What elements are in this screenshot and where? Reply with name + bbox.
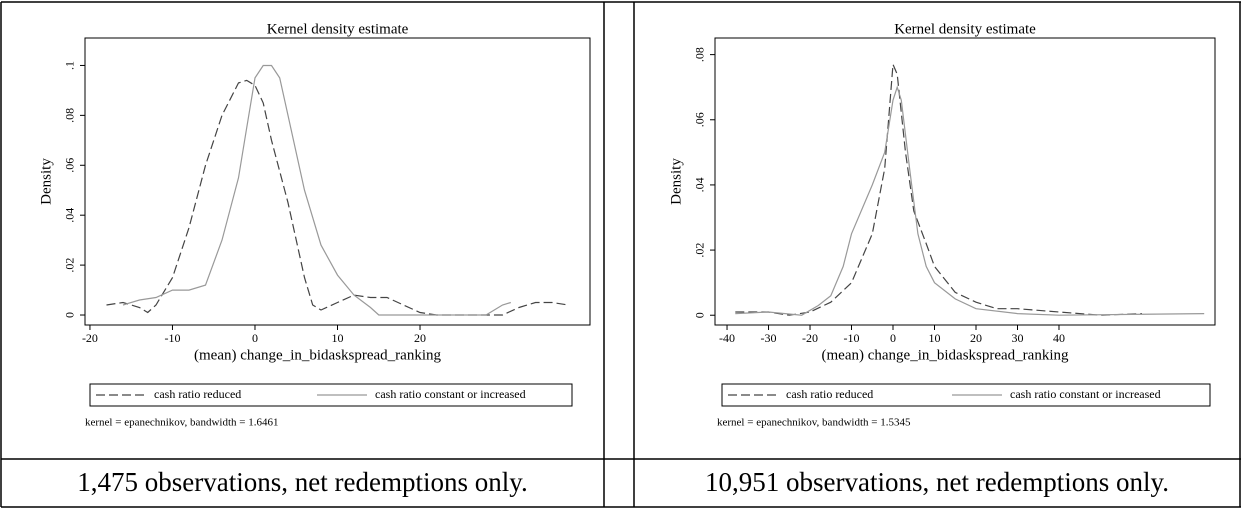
y-tick-label: .06: [63, 158, 77, 173]
legend-box: [89, 383, 573, 407]
x-tick-label: -10: [164, 331, 180, 345]
x-axis-label: (mean) change_in_bidaskspread_ranking: [194, 347, 441, 363]
x-tick-label: 30: [1011, 331, 1023, 345]
x-tick-label: 10: [929, 331, 941, 345]
chart-title: Kernel density estimate: [267, 21, 409, 37]
x-tick-label: 10: [332, 331, 344, 345]
chart-note: kernel = epanechnikov, bandwidth = 1.534…: [717, 417, 911, 429]
y-tick-label: 0: [63, 312, 77, 318]
y-tick-label: .08: [63, 108, 77, 123]
y-tick-label: .06: [693, 112, 707, 127]
x-tick-label: 0: [252, 331, 258, 345]
density-line: [122, 64, 511, 316]
plot-frame: [84, 37, 591, 326]
y-tick-label: .08: [693, 47, 707, 62]
x-axis-label: (mean) change_in_bidaskspread_ranking: [822, 347, 1069, 363]
y-tick-label: .02: [693, 243, 707, 258]
x-tick-label: -20: [802, 331, 818, 345]
legend-label: cash ratio reduced: [786, 387, 873, 401]
x-tick-label: 20: [970, 331, 982, 345]
density-line: [106, 79, 569, 316]
y-axis-label: Density: [38, 158, 54, 205]
x-tick-label: -40: [719, 331, 735, 345]
legend-label: cash ratio reduced: [154, 387, 241, 401]
caption: 1,475 observations, net redemptions only…: [77, 467, 527, 497]
plot-frame: [714, 37, 1216, 326]
x-tick-label: 40: [1053, 331, 1065, 345]
density-line: [735, 64, 1143, 316]
x-tick-label: -20: [82, 331, 98, 345]
chart-note: kernel = epanechnikov, bandwidth = 1.646…: [85, 417, 278, 429]
chart-title: Kernel density estimate: [894, 21, 1036, 37]
x-tick-label: 0: [890, 331, 896, 345]
y-axis-label: Density: [668, 158, 684, 205]
x-tick-label: -30: [761, 331, 777, 345]
y-tick-label: .1: [63, 61, 77, 70]
y-tick-label: .02: [63, 258, 77, 273]
density-line: [735, 85, 1205, 316]
y-tick-label: 0: [693, 312, 707, 318]
x-tick-label: -10: [844, 331, 860, 345]
y-tick-label: .04: [63, 208, 77, 223]
legend-label: cash ratio constant or increased: [1010, 387, 1161, 401]
legend-label: cash ratio constant or increased: [375, 387, 526, 401]
legend-box: [721, 383, 1211, 407]
y-tick-label: .04: [693, 177, 707, 192]
caption: 10,951 observations, net redemptions onl…: [705, 467, 1169, 497]
x-tick-label: 20: [414, 331, 426, 345]
